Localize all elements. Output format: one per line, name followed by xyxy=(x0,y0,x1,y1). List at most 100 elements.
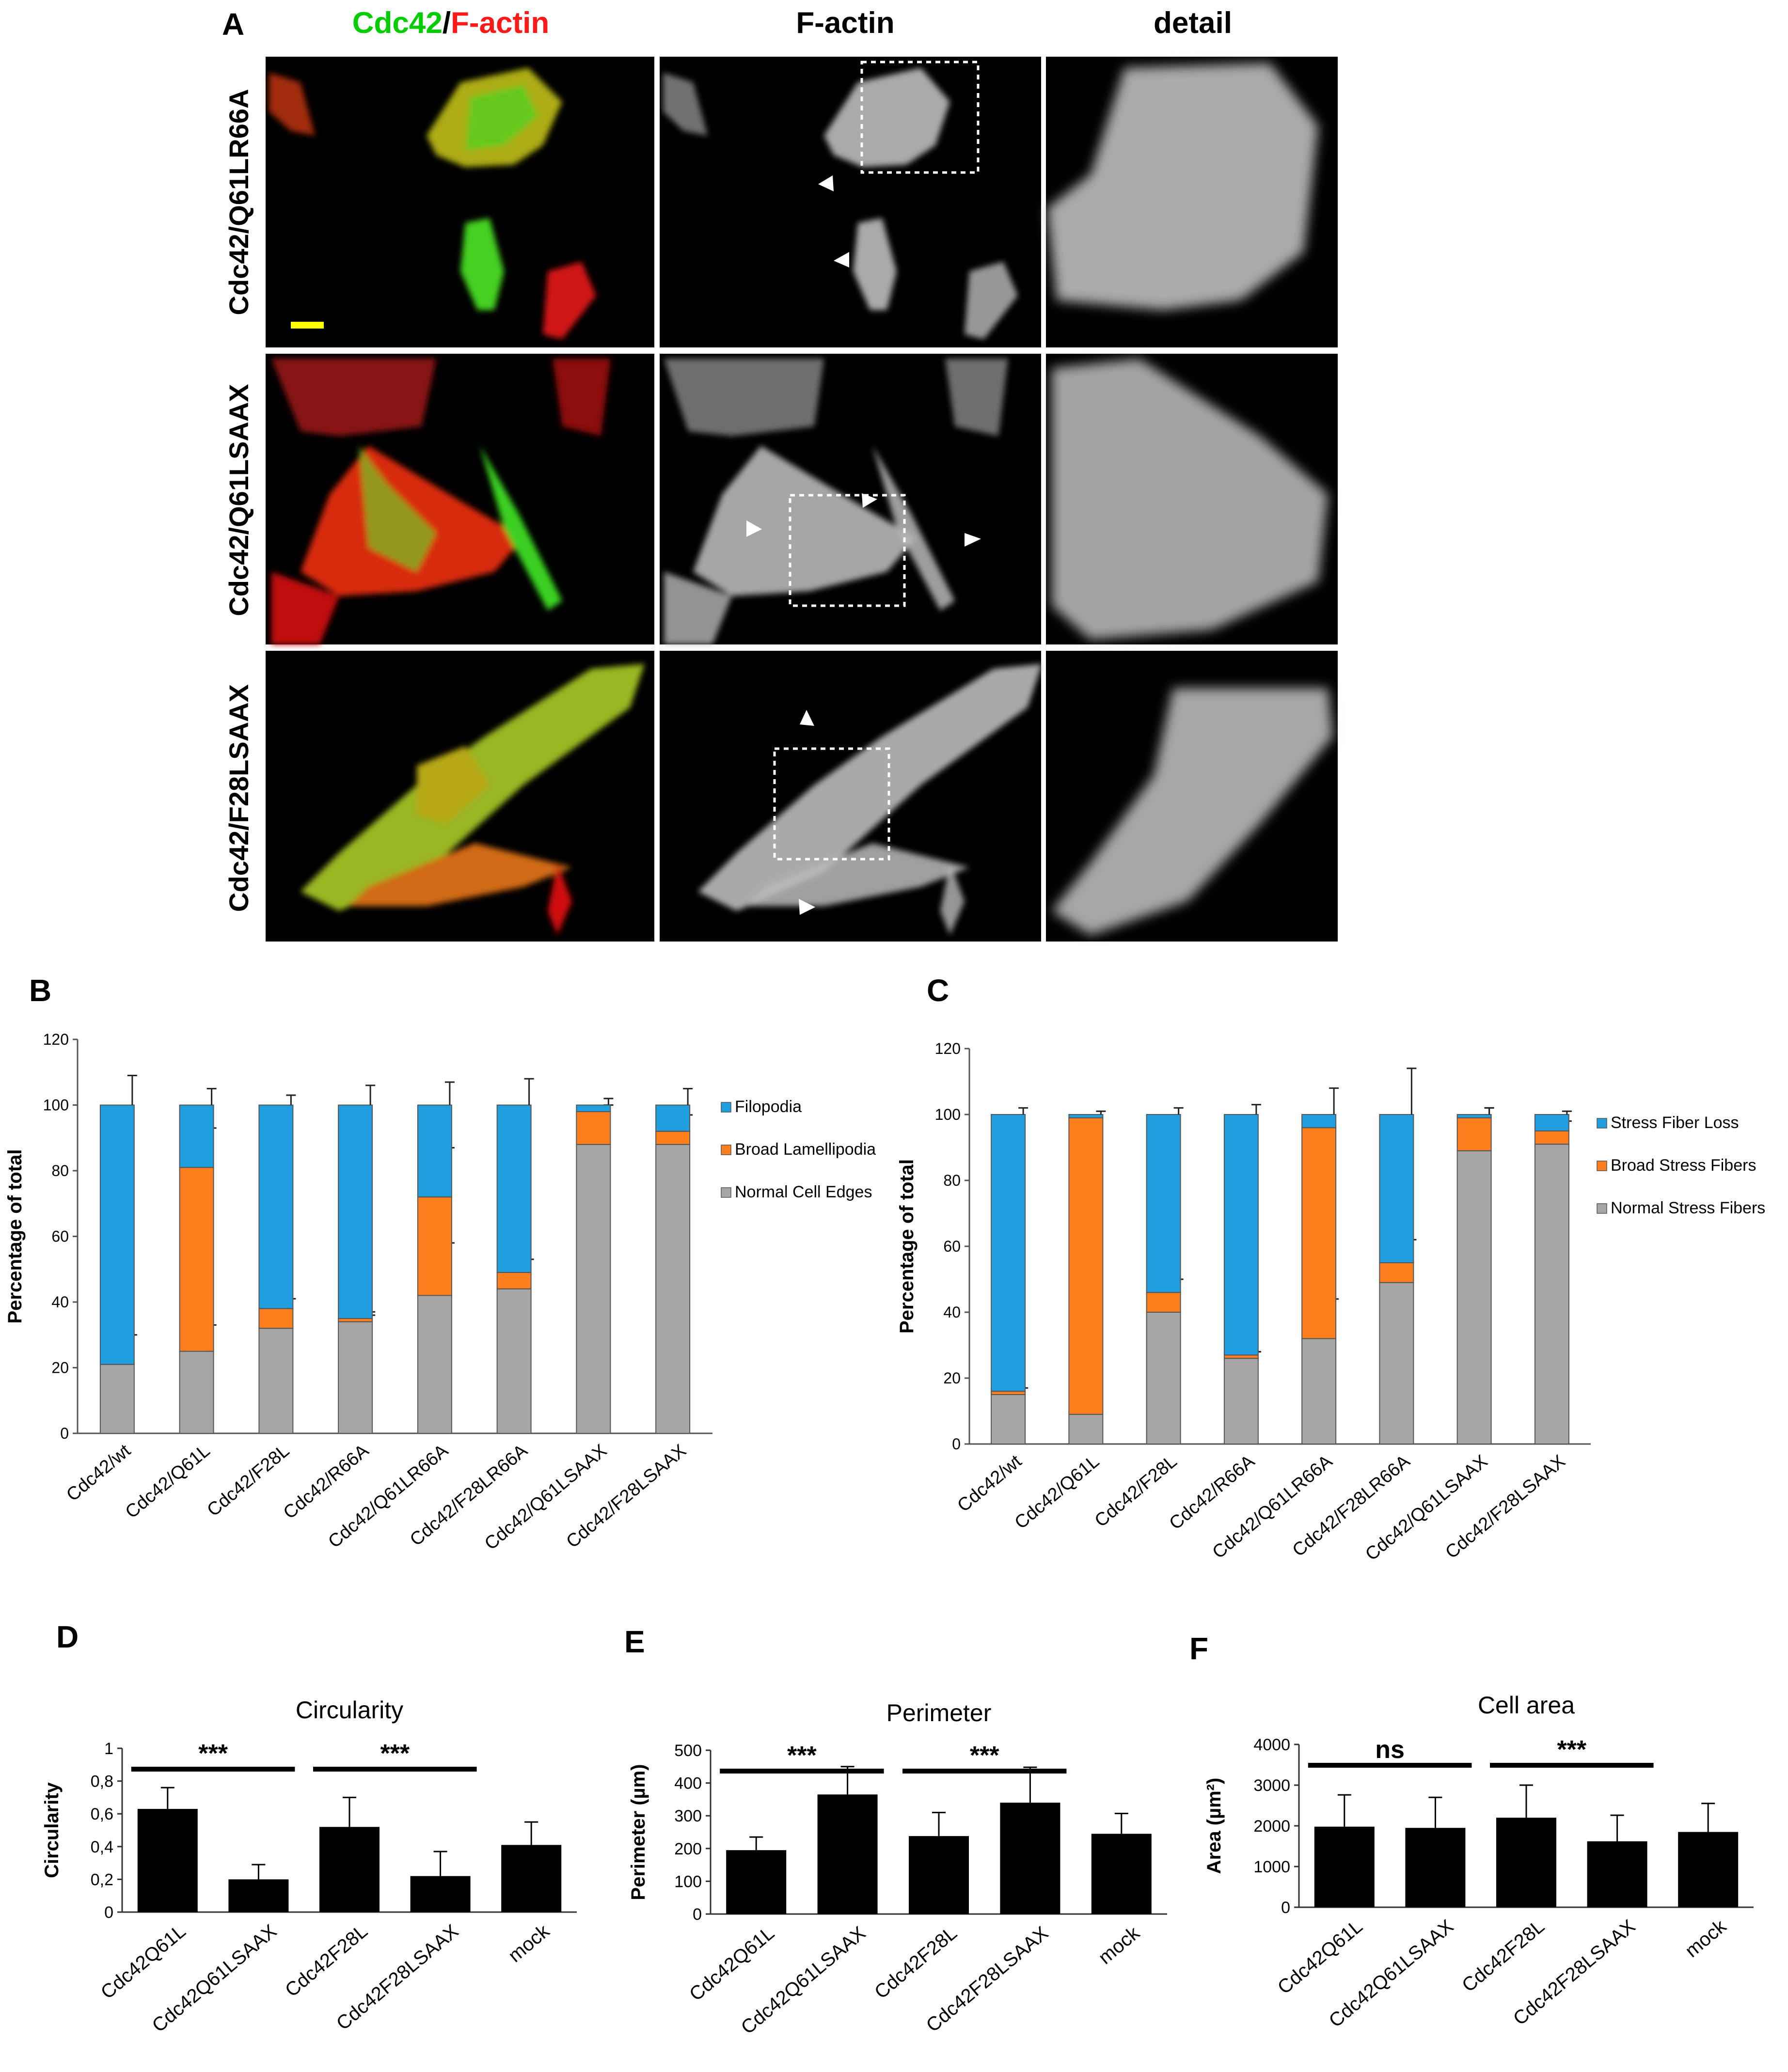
bar-segment xyxy=(656,1145,690,1433)
category-label: Cdc42Q61L xyxy=(685,1922,778,2005)
y-axis-label: Percentage of total xyxy=(896,1159,918,1334)
significance-label: *** xyxy=(380,1740,410,1768)
y-tick-label: 60 xyxy=(943,1238,961,1255)
legend-label: Broad Lamellipodia xyxy=(735,1140,876,1159)
bar xyxy=(1496,1818,1556,1907)
bar-segment xyxy=(1147,1312,1181,1444)
bar-segment xyxy=(497,1105,531,1273)
legend-label: Normal Stress Fibers xyxy=(1611,1199,1765,1217)
y-axis-label: Perimeter (µm) xyxy=(628,1764,649,1900)
bar-segment xyxy=(1457,1118,1491,1151)
bar-segment xyxy=(1535,1144,1569,1444)
bar-segment xyxy=(576,1112,610,1145)
bar-segment xyxy=(1224,1358,1258,1444)
y-tick-label: 20 xyxy=(51,1359,69,1377)
y-tick-label: 0,2 xyxy=(91,1870,113,1889)
legend-swatch xyxy=(721,1102,731,1112)
y-tick-label: 200 xyxy=(674,1840,702,1858)
bar-segment xyxy=(1302,1128,1336,1338)
bar-segment xyxy=(576,1145,610,1433)
significance-label: *** xyxy=(1557,1736,1586,1764)
panel-a: A Cdc42/F-actin F-actin detail Cdc42/Q61… xyxy=(222,6,1338,942)
bar-segment xyxy=(259,1105,293,1309)
bar-segment xyxy=(1457,1114,1491,1118)
micrograph-r3-merge xyxy=(266,651,654,942)
panel-letter-e: E xyxy=(624,1624,645,1659)
y-tick-label: 1000 xyxy=(1253,1858,1290,1876)
bar xyxy=(1405,1828,1465,1907)
category-label: Cdc42/wt xyxy=(63,1440,135,1505)
bar-segment xyxy=(259,1328,293,1433)
bar-segment xyxy=(338,1105,372,1319)
legend-swatch xyxy=(1597,1161,1607,1171)
bar-segment xyxy=(1302,1114,1336,1128)
micrograph-r1-merge xyxy=(266,57,654,347)
scale-bar xyxy=(291,322,324,329)
category-label: mock xyxy=(1094,1922,1144,1969)
bar xyxy=(726,1850,786,1914)
bar-segment xyxy=(1224,1114,1258,1355)
y-tick-label: 100 xyxy=(43,1097,69,1114)
y-tick-label: 0 xyxy=(693,1905,702,1924)
row-label-1: Cdc42/Q61LR66A xyxy=(223,89,254,315)
y-tick-label: 0 xyxy=(952,1435,961,1453)
y-tick-label: 20 xyxy=(943,1369,961,1387)
y-tick-label: 500 xyxy=(674,1742,702,1760)
y-tick-label: 0 xyxy=(104,1903,113,1922)
category-label: Cdc42Q61L xyxy=(97,1920,190,2003)
bar-segment xyxy=(100,1105,134,1365)
bar xyxy=(411,1876,471,1912)
bar xyxy=(228,1879,288,1912)
legend-label: Stress Fiber Loss xyxy=(1611,1114,1739,1132)
bar-segment xyxy=(656,1105,690,1131)
panel-letter-a: A xyxy=(222,7,244,42)
bar-segment xyxy=(1379,1263,1413,1283)
bar-segment xyxy=(1147,1114,1181,1292)
bar-segment xyxy=(991,1114,1025,1391)
bar-segment xyxy=(338,1322,372,1433)
y-tick-label: 40 xyxy=(51,1293,69,1311)
y-axis-label: Circularity xyxy=(41,1782,63,1878)
y-axis-label: Area (µm²) xyxy=(1203,1778,1225,1874)
bar-segment xyxy=(1224,1355,1258,1358)
bar-segment xyxy=(1069,1114,1103,1118)
micrograph-r1-detail xyxy=(1046,57,1338,347)
panel-letter-f: F xyxy=(1189,1631,1208,1666)
bar xyxy=(501,1845,561,1912)
category-label: Cdc42/wt xyxy=(954,1451,1026,1516)
detail-column-header: detail xyxy=(1154,6,1232,40)
legend-label: Broad Stress Fibers xyxy=(1611,1156,1756,1175)
bar xyxy=(1000,1803,1060,1914)
bar-segment xyxy=(180,1351,214,1433)
row-label-3: Cdc42/F28LSAAX xyxy=(223,684,254,912)
bar-segment xyxy=(497,1289,531,1433)
bar-segment xyxy=(418,1105,452,1197)
bar-segment xyxy=(497,1272,531,1289)
bar-segment xyxy=(1069,1118,1103,1414)
y-tick-label: 1 xyxy=(104,1740,113,1758)
legend-swatch xyxy=(721,1188,731,1197)
bar-segment xyxy=(259,1309,293,1329)
legend-swatch xyxy=(1597,1204,1607,1213)
header-cdc42: Cdc42 xyxy=(352,6,443,40)
bar xyxy=(909,1836,969,1914)
category-label: Cdc42F28L xyxy=(870,1922,961,2003)
y-tick-label: 80 xyxy=(943,1172,961,1189)
y-tick-label: 0 xyxy=(1281,1899,1290,1917)
bar xyxy=(818,1794,878,1914)
category-label: Cdc42/Q61L xyxy=(122,1441,214,1523)
y-tick-label: 300 xyxy=(674,1807,702,1825)
header-factin-red: F-actin xyxy=(451,6,549,40)
legend-label: Normal Cell Edges xyxy=(735,1183,872,1201)
y-tick-label: 120 xyxy=(935,1040,961,1057)
bar-segment xyxy=(180,1105,214,1168)
bar-segment xyxy=(1457,1151,1491,1444)
significance-label: ns xyxy=(1375,1736,1405,1764)
bar-segment xyxy=(991,1391,1025,1395)
y-tick-label: 4000 xyxy=(1253,1736,1290,1754)
micrograph-r2-factin xyxy=(660,354,1041,644)
panel-letter-b: B xyxy=(29,973,51,1008)
legend-label: Filopodia xyxy=(735,1098,802,1116)
panel-letter-d: D xyxy=(56,1619,79,1654)
row-label-2: Cdc42/Q61LSAAX xyxy=(223,384,254,616)
